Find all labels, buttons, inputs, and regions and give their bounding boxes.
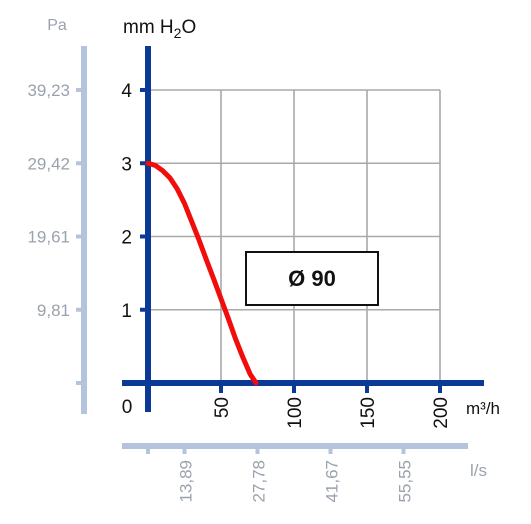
x-tick-label-3: 200 bbox=[431, 397, 452, 429]
pa-unit-label: Pa bbox=[47, 17, 67, 34]
ls-ticks: 13,89 27,78 41,67 55,55 bbox=[146, 446, 415, 503]
ls-unit-label: l/s bbox=[470, 461, 487, 480]
grid bbox=[148, 89, 441, 383]
y-unit-label: mm H2O bbox=[123, 17, 196, 41]
y-unit-subscript: 2 bbox=[174, 25, 182, 41]
ls-tick-label-0: 13,89 bbox=[177, 460, 196, 503]
x-tick-label-1: 100 bbox=[285, 397, 306, 429]
y-tick-label-2: 2 bbox=[121, 228, 132, 249]
diameter-label: Ø 90 bbox=[288, 266, 336, 291]
y-ticks: 4 3 2 1 bbox=[121, 81, 148, 322]
performance-curve bbox=[145, 160, 259, 386]
diameter-box bbox=[245, 251, 379, 306]
pa-tick-label-2: 19,61 bbox=[27, 228, 70, 247]
pa-tick-label-0: 39,23 bbox=[27, 81, 70, 100]
ls-tick-label-3: 55,55 bbox=[396, 460, 415, 503]
y-unit-suffix: O bbox=[181, 17, 196, 38]
x-tick-label-0: 50 bbox=[212, 397, 233, 418]
x-ticks: 50 100 150 200 bbox=[212, 383, 452, 429]
pa-tick-label-1: 29,42 bbox=[27, 154, 70, 173]
ls-tick-label-2: 41,67 bbox=[323, 460, 342, 503]
y-tick-label-1: 3 bbox=[121, 154, 132, 175]
pa-ticks: 39,23 29,42 19,61 9,81 bbox=[27, 81, 84, 385]
y-tick-label-3: 1 bbox=[121, 301, 132, 322]
y-unit-prefix: mm H bbox=[123, 17, 174, 38]
ls-tick-label-1: 27,78 bbox=[250, 460, 269, 503]
x-tick-label-2: 150 bbox=[358, 397, 379, 429]
y-tick-label-0: 4 bbox=[121, 81, 132, 102]
origin-label: 0 bbox=[122, 397, 133, 418]
pa-tick-label-3: 9,81 bbox=[37, 301, 70, 320]
x-unit-label: m³/h bbox=[466, 399, 500, 418]
